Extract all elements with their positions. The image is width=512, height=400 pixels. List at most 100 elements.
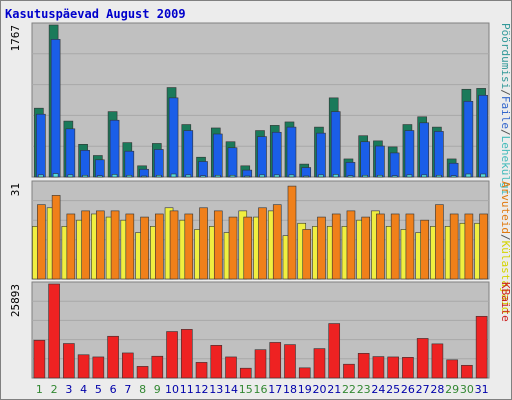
bar-Arvuteid-day-30 [464,213,474,280]
legend-label-bottom-0: KBaite [499,282,512,322]
bar-Lehekülgi-day-18 [288,174,295,178]
bar-Arvuteid-day-28 [435,204,444,280]
bar-KBaite-day-25 [387,356,399,379]
x-tick-label-19: 19 [298,383,312,396]
bar-Arvuteid-day-22 [346,210,356,280]
bar-Faile-day-10 [168,97,179,178]
bar-Faile-day-13 [212,133,223,178]
bar-Lehekülgi-day-28 [436,174,442,178]
x-tick-label-3: 3 [65,383,72,396]
x-tick-label-31: 31 [475,383,489,396]
bar-Lehekülgi-day-4 [82,174,88,178]
x-tick-label-6: 6 [110,383,117,396]
bar-Arvuteid-day-3 [66,213,76,280]
x-tick-label-7: 7 [124,383,131,396]
x-tick-label-23: 23 [357,383,371,396]
legend-label-top-1: / [499,89,512,96]
bar-Arvuteid-day-11 [184,213,194,280]
x-tick-label-1: 1 [36,383,43,396]
bar-Arvuteid-day-1 [37,204,46,280]
bar-Lehekülgi-day-1 [38,174,44,178]
bar-Lehekülgi-day-29 [450,175,457,178]
bar-Lehekülgi-day-11 [185,174,192,178]
bar-Faile-day-11 [183,130,194,178]
legend-label-middle-0: Arvuteid [499,181,512,234]
legend-middle: Arvuteid/Külastajaid [499,181,512,313]
x-tick-label-8: 8 [139,383,146,396]
bar-KBaite-day-6 [107,335,119,379]
panel-middle: 31 Arvuteid/Külastajaid [9,180,512,313]
bar-Arvuteid-day-4 [81,210,90,280]
bar-Faile-day-1 [36,113,46,178]
bar-Faile-day-26 [404,130,415,178]
bar-Arvuteid-day-29 [449,213,459,280]
bar-KBaite-day-24 [372,356,385,379]
bar-KBaite-day-23 [357,353,370,379]
bar-Faile-day-7 [124,150,135,178]
legend-label-top-4: Lehekülgi [499,136,512,196]
bar-KBaite-day-2 [48,283,60,379]
bar-Lehekülgi-day-19 [303,175,310,178]
bar-Faile-day-2 [50,39,61,178]
bar-Faile-day-24 [375,145,385,178]
bar-KBaite-day-31 [475,315,488,379]
bar-Lehekülgi-day-8 [141,175,147,178]
x-tick-label-22: 22 [342,383,356,396]
bar-Faile-day-21 [330,111,341,178]
bar-Lehekülgi-day-5 [97,175,103,178]
x-tick-label-2: 2 [51,383,58,396]
bar-Arvuteid-day-7 [125,213,135,280]
bar-Arvuteid-day-12 [199,207,208,280]
bar-KBaite-day-30 [461,364,473,379]
bar-Arvuteid-day-24 [376,213,385,280]
x-tick-label-11: 11 [180,383,194,396]
bar-Faile-day-14 [227,147,238,178]
bar-KBaite-day-26 [402,357,414,379]
bar-KBaite-day-27 [416,338,429,379]
bar-Lehekülgi-day-12 [200,175,206,178]
bar-Faile-day-29 [448,162,459,178]
bar-Faile-day-22 [345,162,356,178]
bar-KBaite-day-22 [343,363,355,379]
bar-Faile-day-31 [478,94,488,178]
bar-KBaite-day-14 [225,356,237,379]
bar-Lehekülgi-day-14 [229,174,236,178]
bar-Faile-day-3 [65,128,76,178]
bar-Lehekülgi-day-31 [480,173,486,178]
bar-Faile-day-27 [419,122,429,178]
x-tick-label-15: 15 [239,383,253,396]
x-tick-label-13: 13 [209,383,223,396]
bar-Arvuteid-day-26 [405,213,415,280]
bar-Lehekülgi-day-21 [332,174,339,178]
x-tick-label-24: 24 [371,383,385,396]
bar-Faile-day-16 [257,136,267,178]
bar-KBaite-day-29 [446,359,458,379]
bar-KBaite-day-16 [254,349,267,379]
bar-Lehekülgi-day-7 [126,174,133,178]
bar-Arvuteid-day-23 [361,216,370,280]
bar-Lehekülgi-day-26 [406,174,413,178]
bar-KBaite-day-5 [92,356,105,379]
bar-Arvuteid-day-14 [228,216,238,280]
legend-label-middle-1: / [499,234,512,241]
bar-KBaite-day-10 [166,331,178,379]
bar-KBaite-day-11 [180,329,193,379]
bar-Lehekülgi-day-23 [362,174,368,178]
bar-Arvuteid-day-25 [390,213,400,280]
bar-Arvuteid-day-19 [302,229,312,280]
y-max-label-top: 1767 [9,25,22,52]
bar-Faile-day-19 [301,167,312,178]
bar-KBaite-day-15 [239,367,252,379]
bar-Lehekülgi-day-2 [52,173,59,178]
bar-Lehekülgi-day-27 [421,174,427,178]
bar-KBaite-day-7 [122,352,134,379]
bar-KBaite-day-13 [210,345,223,379]
bar-Lehekülgi-day-13 [214,174,221,178]
bar-Arvuteid-day-17 [272,204,282,280]
bar-Faile-day-18 [286,126,297,178]
bar-Lehekülgi-day-25 [391,175,398,178]
x-tick-label-17: 17 [268,383,282,396]
bar-Faile-day-25 [389,152,400,178]
x-tick-label-10: 10 [165,383,179,396]
legend-label-top-0: Pöördumisi [499,23,512,89]
